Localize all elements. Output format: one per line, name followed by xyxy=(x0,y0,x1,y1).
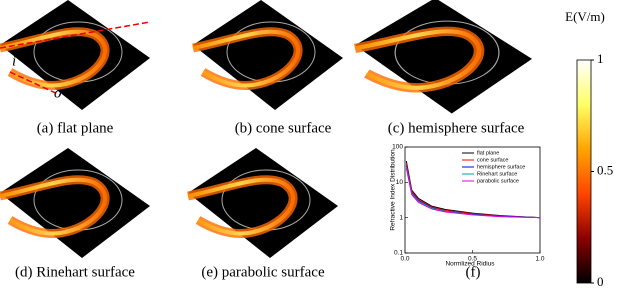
y-tick-label: 0.1 xyxy=(394,250,403,257)
series-line xyxy=(405,168,541,219)
legend-label: Rinehart surface xyxy=(477,171,517,177)
field-b xyxy=(193,0,343,110)
legend-label: flat plane xyxy=(477,150,499,156)
y-tick-label: 1 xyxy=(399,214,403,221)
dashed-line xyxy=(0,21,151,49)
caption: (c) hemisphere surface xyxy=(388,120,525,136)
port-label: i xyxy=(12,53,16,69)
series-line xyxy=(405,163,541,219)
legend-label: parabolic surface xyxy=(477,178,519,184)
x-axis-label: Normlized Ridius xyxy=(445,261,495,268)
caption: (a) flat plane xyxy=(37,120,114,136)
x-tick-label: 1.0 xyxy=(535,256,544,263)
x-tick-label: 0.0 xyxy=(400,256,409,263)
y-axis-label: Refractive Index Distribution xyxy=(390,149,397,231)
colorbar-label: E(V/m) xyxy=(565,9,605,24)
x-tick-label: 0.5 xyxy=(468,256,477,263)
caption: (d) Rinehart surface xyxy=(15,264,135,280)
field-d xyxy=(0,148,150,258)
caption: (e) parabolic surface xyxy=(201,264,325,280)
plot-frame xyxy=(404,146,541,254)
colorbar-tick-label: 1 xyxy=(597,51,604,66)
colorbar-tick-label: 0.5 xyxy=(597,162,613,177)
legend-label: cone surface xyxy=(477,157,509,163)
caption: (f) xyxy=(466,264,481,280)
port-label: o xyxy=(54,85,62,101)
colorbar-tick-label: 0 xyxy=(597,274,604,289)
field-a xyxy=(0,0,150,110)
y-tick-label: 100 xyxy=(392,144,403,151)
legend-label: hemisphere surface xyxy=(477,164,525,170)
y-tick-label: 10 xyxy=(396,179,404,186)
series-line xyxy=(405,165,541,219)
colorbar xyxy=(576,59,592,284)
dashed-line xyxy=(9,71,61,96)
caption: (b) cone surface xyxy=(235,120,332,136)
field-e xyxy=(188,148,338,258)
field-c xyxy=(355,0,532,113)
